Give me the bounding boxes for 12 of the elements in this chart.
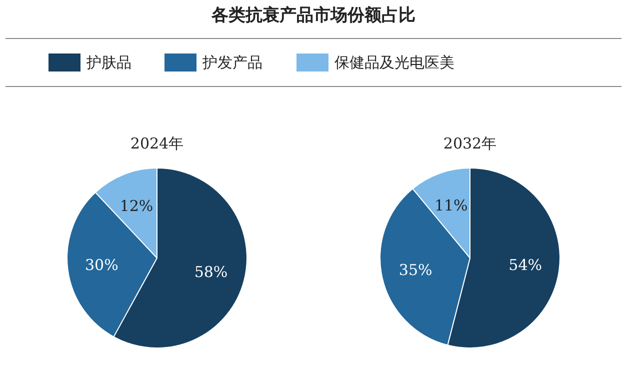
chart-subtitle: 2032年 — [443, 134, 497, 153]
data-label: 11% — [434, 196, 468, 214]
legend-label: 护发产品 — [202, 54, 262, 72]
legend-label: 护肤品 — [86, 54, 132, 72]
chart-title: 各类抗衰产品市场份额占比 — [210, 6, 416, 26]
legend-label: 保健品及光电医美 — [334, 54, 454, 72]
data-label: 54% — [508, 256, 542, 274]
data-label: 30% — [85, 256, 118, 274]
data-label: 58% — [194, 262, 228, 281]
data-label: 35% — [398, 261, 432, 280]
text: 2024年 — [130, 134, 184, 153]
data-label: 12% — [120, 197, 154, 216]
